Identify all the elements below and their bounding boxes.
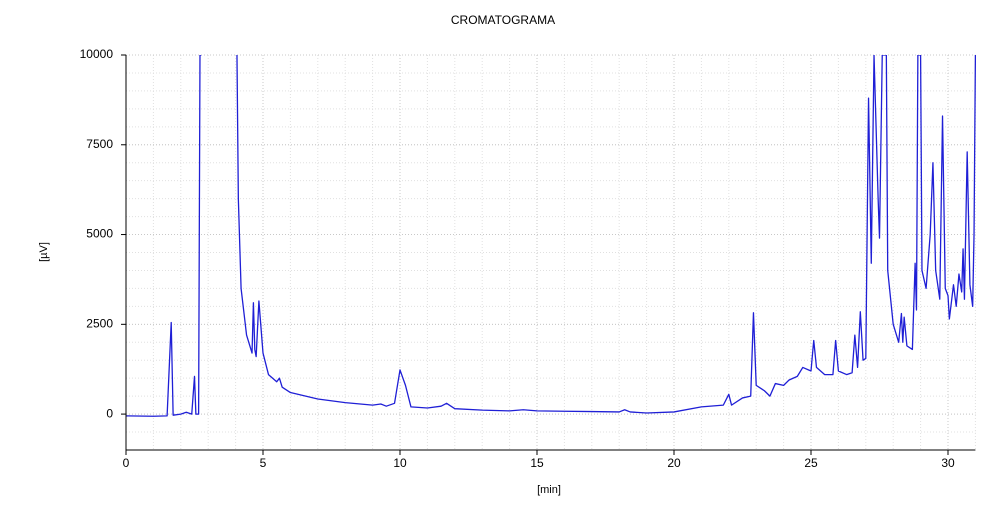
x-tick-label: 10 — [393, 456, 407, 470]
chart-title: CROMATOGRAMA — [451, 13, 555, 27]
y-tick-label: 2500 — [86, 316, 113, 330]
plot-area — [126, 55, 976, 417]
y-tick-label: 0 — [106, 406, 113, 420]
x-tick-label: 5 — [260, 456, 267, 470]
chromatogram-line — [126, 55, 976, 417]
y-tick-label: 7500 — [86, 137, 113, 151]
x-tick-label: 20 — [667, 456, 681, 470]
x-tick-label: 15 — [530, 456, 544, 470]
y-tick-label: 5000 — [86, 227, 113, 241]
y-axis-label: [µV] — [38, 242, 50, 262]
x-tick-label: 30 — [941, 456, 955, 470]
x-tick-label: 0 — [123, 456, 130, 470]
grid — [125, 54, 976, 451]
axes: 0 5 10 15 20 25 30 0 2500 5000 7500 10000 — [80, 47, 976, 470]
x-axis-label: [min] — [537, 484, 561, 496]
y-tick-label: 10000 — [80, 47, 114, 61]
x-tick-label: 25 — [804, 456, 818, 470]
